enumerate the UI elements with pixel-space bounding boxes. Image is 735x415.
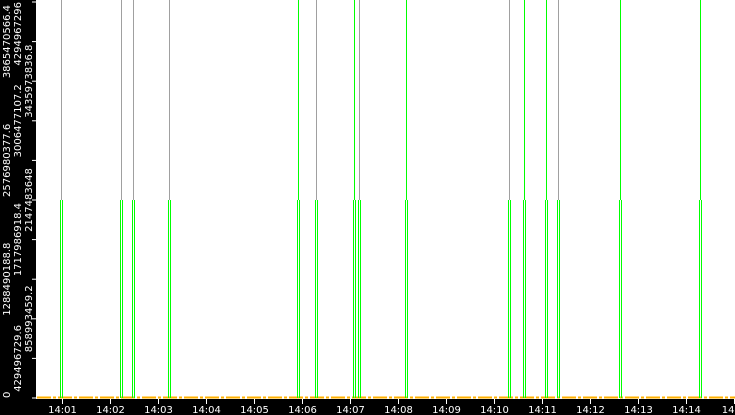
x-tick-label: 14:10: [480, 405, 509, 415]
y-tick-label: 3006477107.2: [13, 84, 24, 157]
x-tick-label: 14: [722, 405, 735, 415]
y-tick-label: 0: [2, 392, 13, 398]
y-tick-label: 2147483648: [24, 168, 35, 232]
y-tick-label: 429496729.6: [13, 325, 24, 392]
x-tick-label: 14:03: [144, 405, 173, 415]
x-tick-label: 14:12: [576, 405, 605, 415]
y-tick-label: 858993459.2: [24, 285, 35, 352]
y-tick-label: 4294967296: [13, 2, 24, 66]
x-tick-label: 14:08: [384, 405, 413, 415]
x-axis: 14:01 14:02 14:03 14:04 14:05 14:06 14:07 14:08…: [48, 399, 735, 415]
x-tick-label: 14:01: [48, 405, 77, 415]
x-tick-label: 14:07: [336, 405, 365, 415]
x-tick-label: 14:05: [240, 405, 269, 415]
bars-layer: [37, 0, 735, 399]
x-tick-label: 14:14: [672, 405, 701, 415]
x-tick-label: 14:11: [528, 405, 557, 415]
plot-area: [36, 0, 735, 399]
y-tick-label: 1717986918.4: [13, 203, 24, 276]
x-tick-label: 14:13: [624, 405, 653, 415]
y-tick-label: 1288490188.8: [2, 243, 13, 316]
x-tick-label: 14:06: [288, 405, 317, 415]
y-tick-label: 2576980377.6: [2, 124, 13, 197]
x-tick-label: 14:09: [432, 405, 461, 415]
x-tick-label: 14:02: [96, 405, 125, 415]
y-tick-label: 3435973836.8: [24, 45, 35, 118]
x-tick-label: 14:04: [192, 405, 221, 415]
y-tick-label: 3865470566.4: [2, 5, 13, 78]
